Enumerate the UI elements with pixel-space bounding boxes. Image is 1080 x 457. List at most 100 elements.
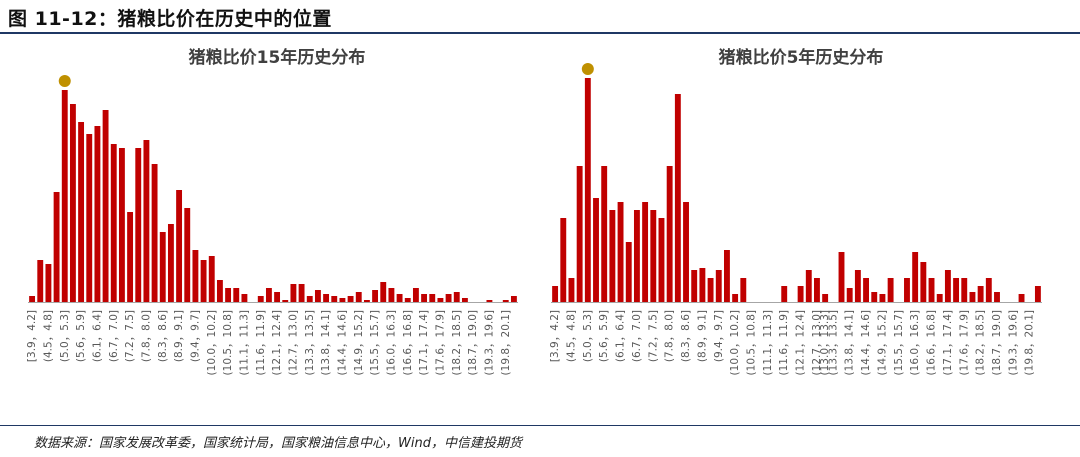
x-tick-label: (7.2，7.5] (647, 310, 659, 362)
bar (936, 294, 943, 302)
chart-title-15y: 猪粮比价15年历史分布 (189, 47, 366, 68)
bar (396, 294, 403, 302)
bar (724, 250, 730, 302)
bar (184, 208, 191, 302)
bar (609, 210, 616, 302)
x-tick-label: (13.3，13.5] (827, 310, 839, 375)
bar (486, 300, 493, 302)
x-tick-label: (8.3，8.6] (157, 310, 169, 362)
bar (928, 278, 935, 302)
bottom-rule (0, 425, 1080, 426)
x-tick-label: (12.1，12.4] (271, 310, 283, 375)
bar (510, 296, 517, 302)
bar (920, 262, 927, 302)
bar (568, 278, 575, 302)
current-position-marker (58, 75, 71, 87)
x-tick-label: (4.5，4.8] (42, 310, 54, 362)
bar (127, 212, 134, 302)
bar (732, 294, 739, 302)
bar (650, 210, 657, 302)
bar (412, 288, 419, 302)
bar (233, 288, 240, 302)
bar (404, 298, 411, 302)
x-tick-label: (12.7，13.0] (811, 310, 823, 375)
bar (977, 286, 984, 302)
bar (560, 218, 567, 302)
x-tick-label: (17.6，17.9] (434, 310, 446, 375)
x-tick-label: (11.6，11.9] (255, 310, 267, 375)
x-tick-label: (8.9，9.1] (696, 310, 708, 362)
bar (838, 252, 845, 302)
x-tick-label: (8.9，9.1] (173, 310, 185, 362)
bar (879, 294, 886, 302)
bar (781, 286, 788, 302)
bar (699, 268, 706, 302)
bar (658, 218, 665, 302)
bar (306, 296, 313, 302)
chart-canvas: 猪粮比价15年历史分布 [3.9，4.2] (4.5，4.8] (5.0，5.3] (… (26, 47, 1042, 375)
bar (429, 294, 436, 302)
bar (642, 202, 649, 302)
figure-title: 图 11-12：猪粮比价在历史中的位置 (8, 8, 332, 30)
x-tick-label: (19.8，20.1] (500, 310, 512, 375)
bar (666, 166, 673, 302)
bar (601, 166, 608, 302)
bar (363, 300, 370, 302)
x-tick-label: (10.5，10.8] (222, 310, 234, 375)
bar (339, 298, 346, 302)
x-tick-label: (16.0，16.3] (909, 310, 921, 375)
chart-15y-history: 猪粮比价15年历史分布 [3.9，4.2] (4.5，4.8] (5.0，5.3] (… (26, 47, 518, 375)
x-tick-label: [3.9，4.2] (549, 310, 561, 362)
bar (118, 148, 125, 302)
top-rule (0, 32, 1080, 34)
bar (552, 286, 559, 302)
x-tick-label: (17.1，17.4] (942, 310, 954, 375)
x-tick-label: (15.5，15.7] (369, 310, 381, 375)
bar (461, 298, 468, 302)
bar (633, 210, 640, 302)
bar (167, 224, 174, 302)
x-tick-label: (14.4，14.6] (860, 310, 872, 375)
x-tick-label: (5.0，5.3] (59, 310, 71, 362)
bar (593, 198, 599, 302)
bar (625, 242, 632, 302)
x-tick-label: (16.6，16.8] (402, 310, 414, 375)
bar (372, 290, 379, 302)
bar (961, 278, 968, 302)
bar (176, 190, 183, 302)
x-tick-label: (9.4，9.7] (713, 310, 725, 362)
bar (45, 264, 52, 302)
bar (707, 278, 714, 302)
bar (822, 294, 829, 302)
bar (61, 90, 68, 302)
bar (159, 232, 166, 302)
x-tick-label: (6.1，6.4] (615, 310, 627, 362)
bar (37, 260, 44, 302)
bar (298, 284, 305, 302)
bar (388, 288, 395, 302)
x-tick-label: (11.1，11.3] (238, 310, 250, 375)
bar (241, 294, 248, 302)
bar (331, 296, 338, 302)
current-position-marker (581, 63, 594, 75)
bar (863, 278, 869, 302)
bar (421, 294, 428, 302)
x-tick-label: (19.3，19.6] (1007, 310, 1019, 375)
x-tick-label: (5.6，5.9] (75, 310, 87, 362)
x-tick-label: (15.5，15.7] (893, 310, 905, 375)
bar (912, 252, 919, 302)
chart-5y-history: 猪粮比价5年历史分布 [3.9，4.2] (4.5，4.8] (5.0，5.3] (5… (549, 47, 1042, 375)
bar (740, 278, 747, 302)
x-tick-label: (19.8，20.1] (1024, 310, 1036, 375)
bar (904, 278, 910, 302)
bar (274, 292, 281, 302)
bar (380, 282, 387, 302)
bar (110, 144, 117, 302)
bar (814, 278, 820, 302)
x-tick-label: (7.8，8.0] (664, 310, 676, 362)
bar (797, 286, 804, 302)
bar (29, 296, 36, 302)
x-tick-label: (9.4，9.7] (189, 310, 201, 362)
bar (192, 250, 199, 302)
bar (887, 278, 894, 302)
